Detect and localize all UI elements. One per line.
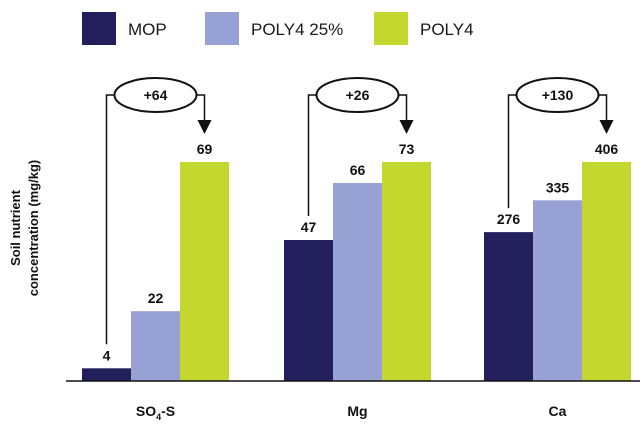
bar-ca-mop <box>484 232 533 381</box>
category-label-so4-s: SO4-S <box>136 403 175 422</box>
change-label-mg: +26 <box>346 87 370 103</box>
group-so4-s: 4 22 69 +64 SO4-S <box>82 77 229 422</box>
y-axis-label: Soil nutrient concentration (mg/kg) <box>8 160 41 297</box>
change-arrow-mg <box>399 120 414 134</box>
legend-swatch-mop <box>82 12 116 45</box>
data-label-so4-s-poly4: 69 <box>197 141 213 157</box>
legend: MOP POLY4 25% POLY4 <box>82 12 474 45</box>
bar-so4-s-mop <box>82 368 131 381</box>
bar-so4-s-poly4-25 <box>131 311 180 381</box>
change-badge-so4-s <box>113 77 198 113</box>
change-arrow-ca <box>599 120 614 134</box>
bar-mg-poly4 <box>382 162 431 381</box>
change-arrow-so4-s <box>197 120 212 134</box>
data-label-so4-s-mop: 4 <box>103 347 111 363</box>
bar-so4-s-poly4 <box>180 162 229 381</box>
bar-mg-poly4-25 <box>333 183 382 381</box>
category-label-mg: Mg <box>347 403 367 419</box>
bar-mg-mop <box>284 240 333 381</box>
data-label-mg-poly4-25: 66 <box>350 162 366 178</box>
data-label-mg-mop: 47 <box>301 219 317 235</box>
change-badge-mg <box>315 77 400 113</box>
group-ca: 276 335 406 +130 Ca <box>484 77 631 419</box>
legend-label-poly4-25: POLY4 25% <box>251 20 343 39</box>
bar-groups: 4 22 69 +64 SO4-S 47 66 73 +26 Mg 276 335 406 +130 Ca <box>82 77 631 422</box>
group-mg: 47 66 73 +26 Mg <box>284 77 431 419</box>
y-axis-label-line-2: concentration (mg/kg) <box>26 160 41 297</box>
data-label-ca-mop: 276 <box>497 211 521 227</box>
legend-label-poly4: POLY4 <box>420 20 474 39</box>
bar-ca-poly4 <box>582 162 631 381</box>
legend-label-mop: MOP <box>128 20 167 39</box>
legend-swatch-poly4 <box>374 12 408 45</box>
data-label-ca-poly4-25: 335 <box>546 179 570 195</box>
legend-swatch-poly4-25 <box>205 12 239 45</box>
change-label-ca: +130 <box>542 87 574 103</box>
data-label-so4-s-poly4-25: 22 <box>148 290 164 306</box>
data-label-mg-poly4: 73 <box>399 141 415 157</box>
y-axis-label-line-1: Soil nutrient <box>8 189 23 266</box>
category-label-ca: Ca <box>549 403 567 419</box>
change-label-so4-s: +64 <box>144 87 168 103</box>
change-badge-ca <box>515 77 600 113</box>
bar-ca-poly4-25 <box>533 200 582 381</box>
data-label-ca-poly4: 406 <box>595 141 619 157</box>
